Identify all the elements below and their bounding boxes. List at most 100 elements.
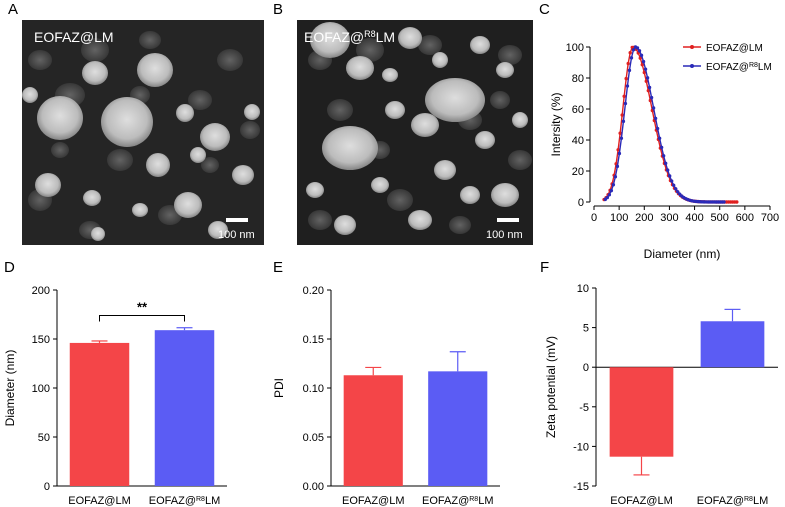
data-point-series-1 — [650, 108, 655, 113]
legend-label-1: EOFAZ@LM — [706, 43, 763, 54]
x-category-label-1: EOFAZ@LM — [68, 495, 131, 507]
dark-particle — [201, 157, 219, 173]
data-point-series-1 — [622, 94, 626, 98]
vesicle — [382, 68, 398, 82]
vesicle — [460, 186, 480, 204]
x-tick-label-c: 100 — [610, 212, 628, 224]
scale-bar-b — [497, 218, 519, 222]
data-point-series-2 — [641, 59, 646, 64]
dark-particle — [81, 38, 109, 62]
data-point-series-2 — [607, 193, 612, 197]
y-tick-label: 0 — [583, 362, 589, 374]
data-point-series-2 — [635, 46, 640, 50]
bar-2 — [700, 321, 765, 368]
data-point-series-1 — [618, 131, 622, 135]
vesicle — [232, 165, 254, 185]
bar-2 — [154, 330, 215, 486]
category-main: EOFAZ@ — [697, 495, 744, 507]
data-point-series-2 — [655, 126, 660, 131]
y-tick-label: 100 — [32, 383, 50, 395]
vesicle — [385, 101, 405, 119]
y-tick-label: 0.00 — [303, 481, 324, 493]
y-tick-label: 0.15 — [303, 334, 324, 346]
data-point-series-1 — [642, 70, 646, 75]
data-point-series-2 — [639, 53, 644, 58]
category-main: EOFAZ@LM — [342, 495, 405, 507]
dark-particle — [418, 35, 442, 55]
vesicle — [346, 56, 374, 80]
category-main: EOFAZ@ — [149, 495, 196, 507]
data-point-series-2 — [657, 136, 662, 140]
vesicle — [475, 131, 495, 149]
vesicle — [496, 62, 514, 78]
vesicle — [306, 182, 324, 198]
data-point-series-2 — [653, 116, 658, 121]
vesicle — [176, 104, 194, 122]
legend-label-sup: R8 — [749, 62, 758, 69]
data-point-series-2 — [623, 101, 628, 106]
bar-1 — [609, 367, 674, 457]
panel-label-a: A — [8, 1, 18, 18]
bar-1 — [343, 375, 403, 486]
dark-particle — [327, 99, 353, 121]
dark-particle — [387, 189, 413, 211]
panel-label-c: C — [539, 1, 550, 18]
y-tick-label: -15 — [573, 481, 589, 493]
dark-particle — [240, 121, 260, 139]
data-point-series-2 — [615, 164, 620, 169]
y-tick-label: 10 — [577, 283, 589, 295]
scale-bar-a — [226, 218, 248, 222]
dark-particle — [107, 149, 133, 171]
y-tick-label: 0.05 — [303, 432, 324, 444]
data-point-series-2 — [672, 183, 676, 188]
chart-c: 0 100 200 300 400 500 600 700 0 20 40 60 80 100 Diamet… — [549, 42, 779, 261]
micrograph-b: EOFAZ@R8LM 100 nm — [297, 20, 533, 245]
vesicle — [37, 96, 83, 140]
vesicle — [310, 22, 350, 58]
dark-particle — [498, 45, 522, 65]
category-sup: R8 — [196, 496, 205, 503]
y-axis-title: PDI — [272, 378, 286, 398]
vesicle — [411, 113, 439, 137]
data-point-series-1 — [620, 113, 624, 117]
category-main: EOFAZ@LM — [68, 495, 131, 507]
data-point-series-1 — [624, 76, 628, 81]
x-category-label-1: EOFAZ@LM — [342, 495, 405, 507]
vesicle — [512, 112, 528, 128]
legend-label-end: LM — [758, 62, 772, 73]
micrograph-b-particles — [306, 22, 532, 235]
scale-bar-a-label: 100 nm — [218, 229, 255, 241]
y-axis-title: Diameter (nm) — [3, 350, 17, 427]
panel-label-f: F — [540, 259, 549, 276]
category-end: LM — [753, 495, 768, 507]
category-main: EOFAZ@ — [422, 495, 469, 507]
x-tick-label-c: 0 — [591, 212, 597, 224]
vesicle — [371, 177, 389, 193]
category-end: LM — [205, 495, 220, 507]
data-point-series-2 — [665, 168, 670, 172]
dark-particle — [139, 31, 161, 49]
y-tick-label-c: 60 — [572, 104, 584, 116]
x-axis-title-c: Diameter (nm) — [644, 247, 721, 261]
y-tick-label: 0.10 — [303, 383, 324, 395]
vesicle — [398, 27, 422, 49]
vesicle — [174, 192, 202, 218]
data-point-series-2 — [617, 151, 622, 156]
data-point-series-2 — [619, 136, 624, 140]
y-tick-label: 5 — [583, 323, 589, 335]
data-point-series-2 — [625, 84, 630, 88]
data-point-series-2 — [631, 48, 636, 52]
panel-label-b: B — [273, 1, 283, 18]
data-point-series-2 — [645, 76, 650, 80]
data-point-series-2 — [605, 195, 610, 200]
micrograph-a: EOFAZ@LM 100 nm — [22, 20, 264, 245]
vesicle — [425, 78, 485, 122]
legend-label-main: EOFAZ@LM — [706, 43, 763, 54]
micrograph-a-label: EOFAZ@LM — [34, 29, 114, 45]
data-point-series-1 — [735, 200, 739, 204]
category-sup: R8 — [469, 496, 478, 503]
vesicle — [137, 53, 173, 87]
y-tick-label: -5 — [579, 402, 589, 414]
